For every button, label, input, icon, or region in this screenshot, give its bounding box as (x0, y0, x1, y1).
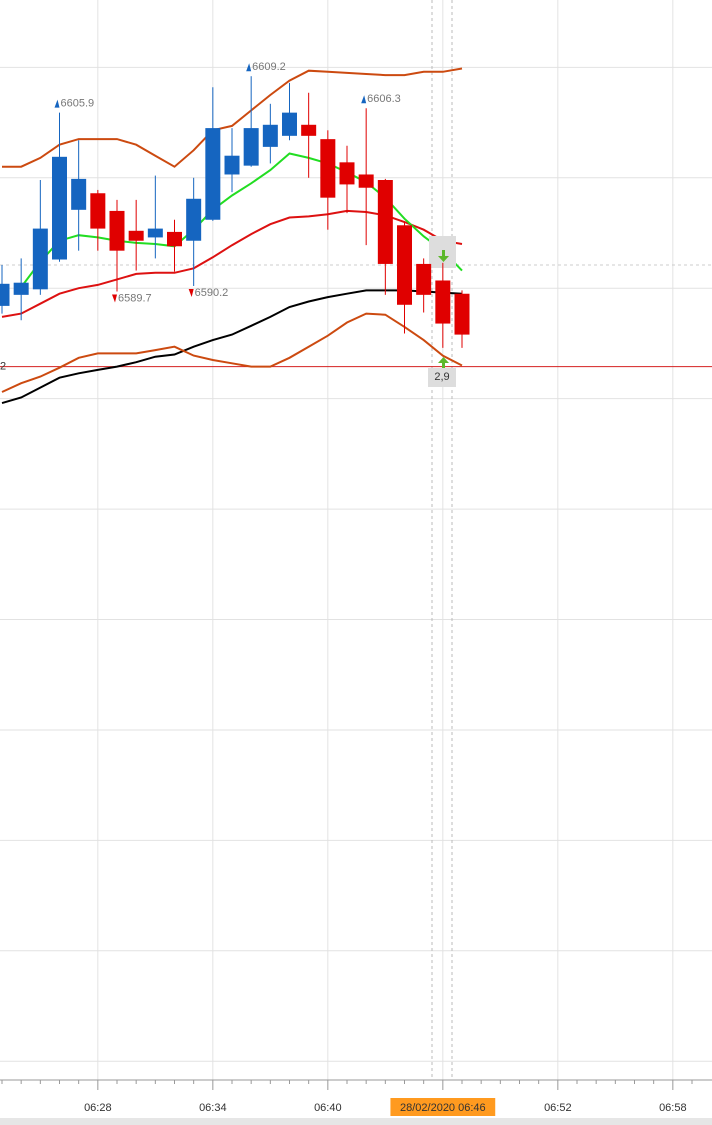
candle-body (90, 193, 106, 229)
annotation-label: 6590.2 (195, 287, 229, 299)
x-tick-label: 06:52 (544, 1102, 572, 1114)
annotation-arrow (54, 99, 60, 108)
x-tick-label: 06:40 (314, 1102, 342, 1114)
annotation-arrow (246, 63, 252, 72)
trade-label-box (428, 368, 456, 387)
candle-body (377, 180, 393, 264)
buy-arrow (438, 357, 449, 369)
candle-body (435, 280, 451, 324)
x-axis: 06:28 06:34 06:40 28/02/2020 06:46 06:52 06:5… (1, 1080, 693, 1116)
annotation-arrow (361, 95, 367, 104)
candles (0, 76, 470, 348)
candle-body (109, 210, 125, 251)
candle-body (454, 293, 470, 335)
candle-body (416, 263, 432, 295)
candle-body (243, 128, 259, 166)
candle-body (205, 128, 221, 220)
x-tick-label: 06:34 (199, 1102, 227, 1114)
annotation-label: 6609.2 (252, 61, 286, 73)
candle-body (339, 162, 355, 185)
annotation-label: 6605.9 (61, 98, 95, 110)
annotations: 6605.9 6589.7 6590.2 6609.2 6606.3 (54, 61, 401, 304)
candle-body (32, 228, 48, 290)
trade-label: 2,9 (434, 371, 449, 383)
candle-body (186, 198, 202, 241)
candle-body (301, 124, 317, 136)
indicator-line (1, 312, 463, 393)
candle-body (282, 112, 297, 136)
x-tick-highlight (390, 1098, 496, 1116)
sell-arrow (438, 250, 449, 262)
candle-body (128, 230, 144, 241)
annotation-arrow (112, 294, 117, 303)
indicator-line (2, 67, 463, 168)
candle-body (0, 283, 10, 306)
candle-body (358, 174, 374, 188)
candle-body (52, 156, 67, 260)
level-label: 2 (0, 361, 6, 373)
candle-body (262, 124, 278, 147)
annotation-arrow (188, 289, 194, 298)
x-tick-label: 28/02/2020 06:46 (400, 1102, 486, 1114)
x-tick-label: 06:58 (659, 1102, 687, 1114)
candle-body (397, 225, 412, 305)
annotation-label: 6589.7 (118, 292, 152, 304)
candle-body (13, 282, 29, 295)
x-tick-label: 06:28 (84, 1102, 112, 1114)
candle-body (167, 231, 182, 247)
candle-body (224, 155, 240, 175)
candle-body (71, 178, 87, 210)
candle-body (320, 139, 336, 198)
scrollbar (0, 1118, 712, 1125)
x-axis-area (0, 1080, 712, 1125)
candle-body (147, 228, 163, 238)
annotation-label: 6606.3 (367, 93, 401, 105)
